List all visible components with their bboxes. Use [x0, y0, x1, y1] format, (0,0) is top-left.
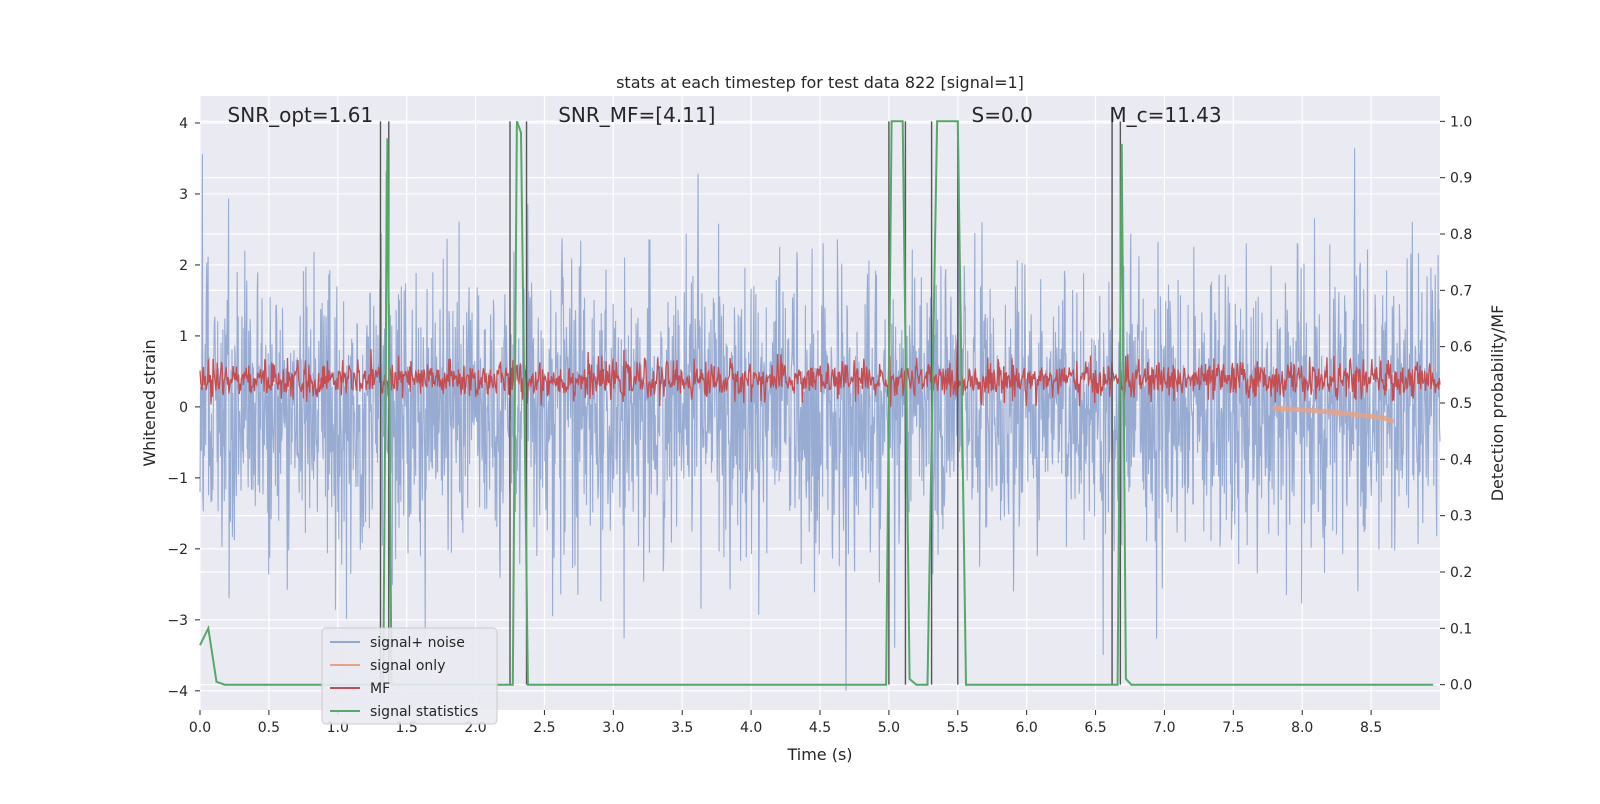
x-axis-ticks: 0.0 0.5 1.0 1.5 2.0 2.5 3.0 3.5 4.0 4.5 5.0 5.5 6.0 6… [189, 710, 1382, 736]
chart-title: stats at each timestep for test data 822… [616, 73, 1024, 92]
y-right-tick-label: 1.0 [1450, 114, 1472, 130]
y-left-tick-label: −1 [167, 471, 188, 487]
legend: signal+ noise signal only MF signal statist… [321, 627, 498, 725]
signal-noise-line [199, 148, 1441, 691]
x-tick-label: 8.5 [1360, 720, 1382, 736]
x-tick-label: 6.5 [1084, 720, 1106, 736]
series-mf [199, 339, 1441, 407]
x-tick-label: 0.5 [258, 720, 280, 736]
y-left-axis-ticks: −4 −3 −2 −1 0 1 2 3 4 [167, 116, 200, 700]
x-tick-label: 4.5 [809, 720, 831, 736]
y-left-tick-label: −4 [167, 684, 188, 700]
y-right-tick-label: 0.4 [1450, 452, 1472, 468]
legend-label: signal statistics [370, 704, 478, 720]
y-right-tick-label: 0.1 [1450, 621, 1472, 637]
x-tick-label: 0.0 [189, 720, 211, 736]
x-axis-label: Time (s) [786, 745, 852, 764]
y-left-tick-label: −3 [167, 613, 188, 629]
legend-label: signal+ noise [370, 635, 465, 651]
y-right-axis-label: Detection probability/MF [1488, 305, 1507, 502]
y-right-tick-label: 0.8 [1450, 227, 1472, 243]
annotation-text: SNR_MF=[4.11] [558, 103, 715, 127]
y-left-tick-label: 4 [179, 116, 188, 132]
x-tick-label: 3.5 [671, 720, 693, 736]
y-left-tick-label: 2 [179, 258, 188, 274]
y-left-tick-label: 0 [179, 400, 188, 416]
x-tick-label: 3.0 [602, 720, 624, 736]
x-tick-label: 8.0 [1291, 720, 1313, 736]
x-tick-label: 2.5 [533, 720, 555, 736]
annotations: SNR_opt=1.61 SNR_MF=[4.11] S=0.0 M_c=11.43 [228, 103, 1222, 127]
legend-box [321, 627, 498, 725]
signal-only-line [1272, 405, 1395, 424]
x-tick-label: 6.0 [1016, 720, 1038, 736]
x-tick-label: 7.0 [1153, 720, 1175, 736]
annotation-text: M_c=11.43 [1109, 103, 1221, 127]
y-left-tick-label: 1 [179, 329, 188, 345]
annotation-text: S=0.0 [972, 103, 1033, 127]
x-tick-label: 4.0 [740, 720, 762, 736]
legend-label: signal only [370, 658, 445, 674]
x-tick-label: 7.5 [1222, 720, 1244, 736]
x-tick-label: 5.0 [878, 720, 900, 736]
y-right-axis-ticks: 0.0 0.1 0.2 0.3 0.4 0.5 0.6 0.7 0.8 0.9 1.0 [1440, 114, 1472, 694]
legend-label: MF [370, 681, 390, 697]
y-right-tick-label: 0.5 [1450, 396, 1472, 412]
y-right-tick-label: 0.7 [1450, 283, 1472, 299]
series-signal-noise [199, 148, 1441, 691]
mf-line [199, 339, 1441, 407]
y-right-tick-label: 0.3 [1450, 509, 1472, 525]
y-left-tick-label: 3 [179, 187, 188, 203]
y-right-tick-label: 0.0 [1450, 678, 1472, 694]
series-signal-only [1272, 405, 1395, 424]
y-right-tick-label: 0.9 [1450, 171, 1472, 187]
y-left-tick-label: −2 [167, 542, 188, 558]
x-tick-label: 5.5 [947, 720, 969, 736]
y-right-tick-label: 0.6 [1450, 340, 1472, 356]
y-left-axis-label: Whitened strain [140, 339, 159, 466]
annotation-text: SNR_opt=1.61 [228, 103, 374, 127]
y-right-tick-label: 0.2 [1450, 565, 1472, 581]
